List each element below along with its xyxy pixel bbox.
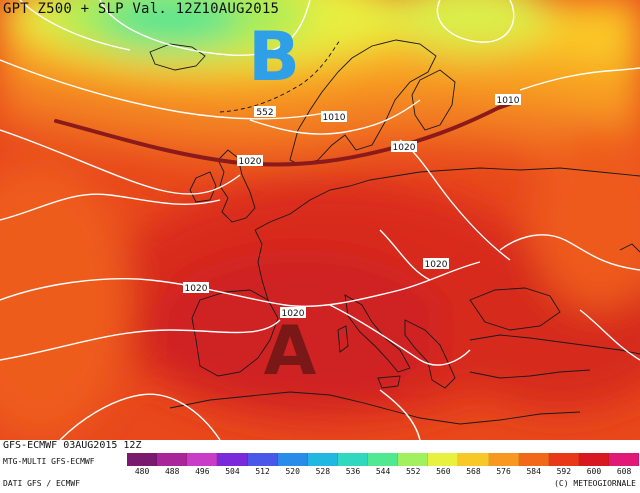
legend-swatch bbox=[578, 453, 609, 466]
map-title: GPT Z500 + SLP Val. 12Z10AUG2015 bbox=[3, 1, 280, 17]
legend-swatch bbox=[609, 453, 640, 466]
svg-text:1020: 1020 bbox=[393, 143, 416, 153]
isoline-label: 1020 bbox=[183, 282, 209, 294]
legend-swatch bbox=[488, 453, 519, 466]
svg-text:1020: 1020 bbox=[282, 309, 305, 319]
legend-tick-label: 592 bbox=[556, 467, 572, 476]
legend-tick-label: 560 bbox=[436, 467, 451, 476]
legend-tick-label: 568 bbox=[466, 467, 481, 476]
legend-tick-label: 520 bbox=[285, 467, 300, 476]
weather-map: 552 1010 1010 1020 1020 1020 bbox=[0, 0, 640, 440]
legend-tick-label: 528 bbox=[315, 467, 331, 476]
legend-swatch bbox=[518, 453, 549, 466]
trough-line bbox=[54, 101, 514, 167]
legend-tick-label: 608 bbox=[616, 467, 632, 476]
legend-tick-label: 504 bbox=[225, 467, 240, 476]
legend-tick-label: 544 bbox=[375, 467, 391, 476]
legend-swatch bbox=[187, 453, 218, 466]
isoline-label: 1010 bbox=[321, 111, 347, 123]
isoline-label: 1010 bbox=[495, 94, 521, 106]
isolines bbox=[0, 0, 640, 440]
isoline-label: 552 bbox=[254, 106, 276, 118]
isoline-552-dashed bbox=[219, 39, 341, 113]
legend-tick-label: 552 bbox=[405, 467, 421, 476]
coastlines bbox=[149, 39, 640, 425]
legend-swatch bbox=[127, 453, 158, 466]
legend-tick-label: 600 bbox=[586, 467, 602, 476]
high-pressure-center: A bbox=[264, 312, 317, 391]
footer: GFS-ECMWF 03AUG2015 12Z MTG-MULTI GFS-EC… bbox=[0, 440, 640, 493]
legend-swatch bbox=[337, 453, 368, 466]
legend-tick-label: 536 bbox=[345, 467, 361, 476]
svg-text:1020: 1020 bbox=[425, 260, 448, 270]
legend-swatch bbox=[307, 453, 338, 466]
legend-swatch bbox=[247, 453, 278, 466]
legend-swatch bbox=[398, 453, 429, 466]
run-info: GFS-ECMWF 03AUG2015 12Z bbox=[3, 440, 142, 451]
isoline-label: 1020 bbox=[237, 155, 263, 167]
svg-text:1010: 1010 bbox=[323, 113, 346, 123]
svg-text:1020: 1020 bbox=[239, 157, 262, 167]
legend-tick-label: 488 bbox=[164, 467, 180, 476]
model-info: MTG-MULTI GFS-ECMWF bbox=[3, 457, 95, 466]
legend-tick-label: 512 bbox=[255, 467, 270, 476]
legend-swatch bbox=[277, 453, 308, 466]
legend-swatch bbox=[548, 453, 579, 466]
legend-swatch bbox=[458, 453, 489, 466]
low-pressure-center: B bbox=[248, 18, 300, 97]
isoline-labels: 552 1010 1010 1020 1020 1020 bbox=[183, 94, 521, 319]
color-legend bbox=[127, 453, 640, 466]
legend-tick-label: 576 bbox=[496, 467, 511, 476]
legend-swatch bbox=[157, 453, 188, 466]
isoline-label: 1020 bbox=[391, 141, 417, 153]
legend-tick-label: 480 bbox=[134, 467, 150, 476]
data-source: DATI GFS / ECMWF bbox=[3, 479, 81, 488]
svg-text:1010: 1010 bbox=[497, 96, 520, 106]
legend-ticks: 480 488 496 504 512 520 528 536 544 552 560 568 576 5… bbox=[127, 467, 639, 479]
legend-swatch bbox=[368, 453, 399, 466]
legend-tick-label: 496 bbox=[195, 467, 210, 476]
isoline-label: 1020 bbox=[280, 307, 306, 319]
svg-text:1020: 1020 bbox=[185, 284, 208, 294]
isoline-label: 1020 bbox=[423, 258, 449, 270]
credit: (C) METEOGIORNALE bbox=[554, 479, 636, 488]
legend-tick-label: 584 bbox=[526, 467, 541, 476]
svg-text:552: 552 bbox=[256, 108, 273, 118]
legend-swatch bbox=[217, 453, 248, 466]
legend-swatch bbox=[428, 453, 459, 466]
